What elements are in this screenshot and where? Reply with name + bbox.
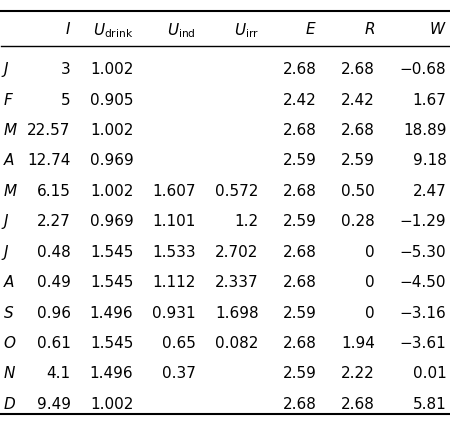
Text: 2.59: 2.59	[341, 153, 375, 168]
Text: 1.545: 1.545	[90, 275, 133, 290]
Text: 0.28: 0.28	[341, 214, 375, 229]
Text: 22.57: 22.57	[27, 123, 71, 138]
Text: 6.15: 6.15	[37, 184, 71, 199]
Text: 2.59: 2.59	[283, 366, 317, 381]
Text: 1.101: 1.101	[153, 214, 196, 229]
Text: 0.082: 0.082	[215, 336, 259, 351]
Text: 2.68: 2.68	[283, 245, 317, 260]
Text: 0.37: 0.37	[162, 366, 196, 381]
Text: 1.67: 1.67	[413, 93, 446, 108]
Text: 1.545: 1.545	[90, 336, 133, 351]
Text: 2.59: 2.59	[283, 214, 317, 229]
Text: 2.27: 2.27	[37, 214, 71, 229]
Text: 2.22: 2.22	[341, 366, 375, 381]
Text: $\mathit{I}$: $\mathit{I}$	[65, 21, 71, 37]
Text: 2.68: 2.68	[283, 62, 317, 77]
Text: 1.112: 1.112	[153, 275, 196, 290]
Text: $\mathit{E}$: $\mathit{E}$	[305, 21, 317, 37]
Text: J: J	[4, 214, 8, 229]
Text: 2.68: 2.68	[341, 397, 375, 412]
Text: 2.337: 2.337	[215, 275, 259, 290]
Text: 2.68: 2.68	[283, 336, 317, 351]
Text: 9.49: 9.49	[37, 397, 71, 412]
Text: 2.68: 2.68	[341, 62, 375, 77]
Text: 0.969: 0.969	[90, 214, 133, 229]
Text: 2.68: 2.68	[283, 123, 317, 138]
Text: M: M	[4, 123, 17, 138]
Text: 1.698: 1.698	[215, 305, 259, 320]
Text: 0.49: 0.49	[37, 275, 71, 290]
Text: −3.61: −3.61	[400, 336, 446, 351]
Text: 9.18: 9.18	[413, 153, 446, 168]
Text: $\mathit{R}$: $\mathit{R}$	[364, 21, 375, 37]
Text: 2.59: 2.59	[283, 153, 317, 168]
Text: $\mathit{U}_{\mathrm{drink}}$: $\mathit{U}_{\mathrm{drink}}$	[93, 21, 133, 40]
Text: 0.905: 0.905	[90, 93, 133, 108]
Text: 0.969: 0.969	[90, 153, 133, 168]
Text: 1.545: 1.545	[90, 245, 133, 260]
Text: 12.74: 12.74	[27, 153, 71, 168]
Text: 0: 0	[365, 305, 375, 320]
Text: 2.47: 2.47	[413, 184, 446, 199]
Text: $\mathit{U}_{\mathrm{irr}}$: $\mathit{U}_{\mathrm{irr}}$	[234, 21, 259, 40]
Text: 2.68: 2.68	[283, 275, 317, 290]
Text: 5: 5	[61, 93, 71, 108]
Text: −3.16: −3.16	[400, 305, 446, 320]
Text: −5.30: −5.30	[400, 245, 446, 260]
Text: 2.702: 2.702	[215, 245, 259, 260]
Text: −4.50: −4.50	[400, 275, 446, 290]
Text: 18.89: 18.89	[403, 123, 446, 138]
Text: 0: 0	[365, 275, 375, 290]
Text: 1.002: 1.002	[90, 62, 133, 77]
Text: 2.68: 2.68	[283, 397, 317, 412]
Text: 0.931: 0.931	[152, 305, 196, 320]
Text: 1.002: 1.002	[90, 397, 133, 412]
Text: 0.61: 0.61	[37, 336, 71, 351]
Text: J: J	[4, 62, 8, 77]
Text: M: M	[4, 184, 17, 199]
Text: 3: 3	[61, 62, 71, 77]
Text: 1.94: 1.94	[341, 336, 375, 351]
Text: N: N	[4, 366, 15, 381]
Text: J: J	[4, 245, 8, 260]
Text: 1.533: 1.533	[152, 245, 196, 260]
Text: D: D	[4, 397, 15, 412]
Text: 2.42: 2.42	[283, 93, 317, 108]
Text: 1.496: 1.496	[90, 366, 133, 381]
Text: 0.65: 0.65	[162, 336, 196, 351]
Text: 0: 0	[365, 245, 375, 260]
Text: 0.572: 0.572	[215, 184, 259, 199]
Text: −1.29: −1.29	[400, 214, 446, 229]
Text: 1.607: 1.607	[153, 184, 196, 199]
Text: $\mathit{U}_{\mathrm{ind}}$: $\mathit{U}_{\mathrm{ind}}$	[167, 21, 196, 40]
Text: 0.01: 0.01	[413, 366, 446, 381]
Text: O: O	[4, 336, 16, 351]
Text: 1.002: 1.002	[90, 184, 133, 199]
Text: 2.68: 2.68	[283, 184, 317, 199]
Text: 0.48: 0.48	[37, 245, 71, 260]
Text: 1.2: 1.2	[234, 214, 259, 229]
Text: 4.1: 4.1	[47, 366, 71, 381]
Text: 2.42: 2.42	[341, 93, 375, 108]
Text: $\mathit{W}$: $\mathit{W}$	[429, 21, 446, 37]
Text: A: A	[4, 275, 14, 290]
Text: 1.002: 1.002	[90, 123, 133, 138]
Text: 0.50: 0.50	[341, 184, 375, 199]
Text: −0.68: −0.68	[400, 62, 446, 77]
Text: 0.96: 0.96	[37, 305, 71, 320]
Text: S: S	[4, 305, 13, 320]
Text: 2.68: 2.68	[341, 123, 375, 138]
Text: A: A	[4, 153, 14, 168]
Text: 2.59: 2.59	[283, 305, 317, 320]
Text: F: F	[4, 93, 13, 108]
Text: 1.496: 1.496	[90, 305, 133, 320]
Text: 5.81: 5.81	[413, 397, 446, 412]
